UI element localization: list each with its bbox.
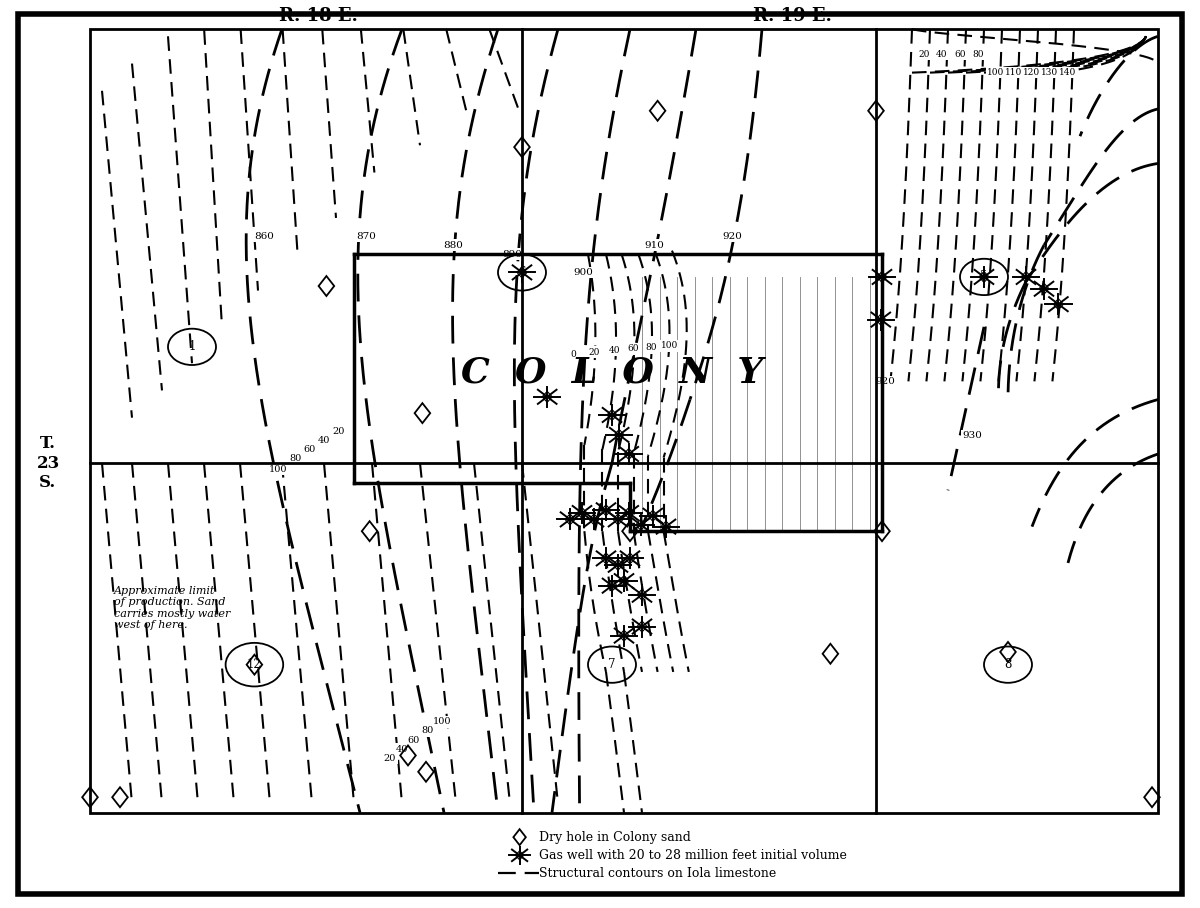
Text: 100: 100 [269, 465, 288, 474]
Text: 60: 60 [304, 445, 316, 454]
Text: 40: 40 [318, 436, 330, 445]
Text: 60: 60 [408, 735, 420, 745]
Text: T.
23
S.: T. 23 S. [36, 435, 60, 491]
Text: 40: 40 [608, 346, 620, 355]
Text: 920: 920 [722, 232, 742, 241]
Text: 8: 8 [1004, 658, 1012, 671]
Text: 12: 12 [247, 658, 262, 671]
Text: R. 19 E.: R. 19 E. [752, 7, 832, 25]
Text: 20: 20 [918, 50, 930, 59]
Text: R. 18 E.: R. 18 E. [278, 7, 358, 25]
Text: 140: 140 [1060, 68, 1076, 77]
Text: 60: 60 [628, 344, 640, 353]
Text: 7: 7 [608, 658, 616, 671]
Text: 930: 930 [962, 431, 982, 440]
Text: 900: 900 [574, 268, 593, 277]
Text: 6: 6 [518, 266, 526, 279]
Text: 80: 80 [972, 50, 984, 59]
Text: 870: 870 [356, 232, 376, 241]
Text: 880: 880 [444, 241, 463, 250]
Text: 120: 120 [1024, 68, 1040, 77]
Text: C  O  L  O  N  Y: C O L O N Y [461, 355, 763, 390]
Bar [90, 29, 1158, 813]
Text: 40: 40 [396, 745, 408, 754]
Text: 100: 100 [661, 341, 678, 350]
Text: 0: 0 [571, 350, 576, 359]
Text: Approximate limit
of production. Sand
carries mostly water
west of here.: Approximate limit of production. Sand ca… [114, 586, 230, 630]
Text: 80: 80 [646, 343, 658, 352]
Text: 130: 130 [1042, 68, 1058, 77]
Text: 100: 100 [432, 717, 451, 726]
Text: Structural contours on Iola limestone: Structural contours on Iola limestone [539, 867, 776, 880]
Text: 890: 890 [503, 250, 522, 259]
Text: Dry hole in Colony sand: Dry hole in Colony sand [539, 831, 691, 844]
Text: 1: 1 [188, 340, 196, 353]
Text: 20: 20 [588, 348, 600, 357]
Text: 910: 910 [644, 241, 664, 250]
Text: 80: 80 [289, 454, 301, 463]
Text: 20: 20 [384, 754, 396, 763]
Text: 920: 920 [876, 377, 895, 386]
Text: 20: 20 [332, 427, 344, 436]
Text: 100: 100 [988, 68, 1004, 77]
Text: 40: 40 [936, 50, 948, 59]
Text: Gas well with 20 to 28 million feet initial volume: Gas well with 20 to 28 million feet init… [539, 849, 847, 862]
Text: 110: 110 [1006, 68, 1022, 77]
Text: 860: 860 [254, 232, 274, 241]
Text: 80: 80 [421, 726, 433, 735]
Text: 60: 60 [954, 50, 966, 59]
Text: 5: 5 [980, 271, 988, 283]
